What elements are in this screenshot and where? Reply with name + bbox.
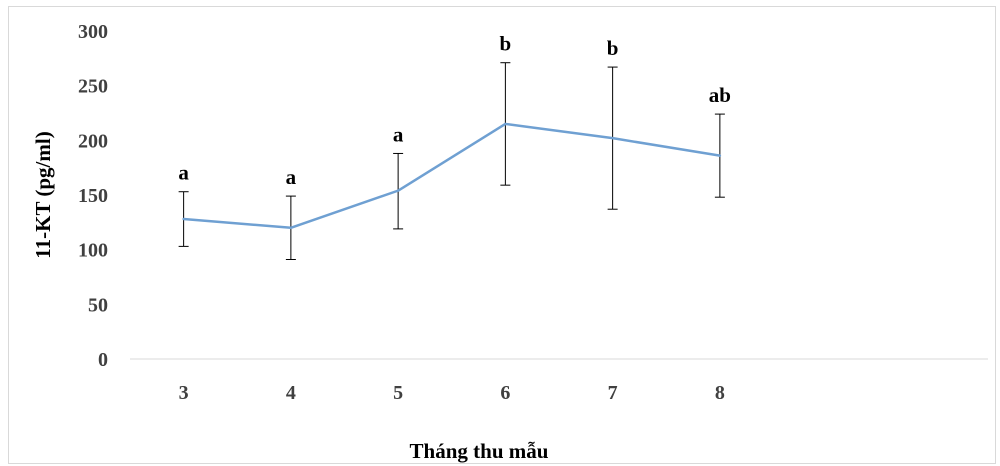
x-tick-labels: 3 4 5 6 7 8: [179, 382, 725, 404]
x-tick-label: 6: [500, 382, 510, 404]
significance-label: a: [393, 122, 404, 146]
x-tick-label: 3: [179, 382, 189, 404]
y-tick-label: 100: [78, 240, 108, 262]
x-tick-label: 8: [715, 382, 725, 404]
y-axis-title: 11-KT (pg/ml): [31, 131, 55, 258]
significance-label: ab: [709, 83, 731, 107]
significance-labels: a aab bab: [178, 32, 731, 189]
error-bars: [178, 62, 725, 261]
y-tick-labels: 0 50 100 150 200 250 300: [78, 21, 108, 371]
significance-label: a: [178, 161, 189, 185]
significance-label: b: [500, 32, 512, 56]
significance-label: a: [286, 165, 297, 189]
y-tick-label: 300: [78, 21, 108, 43]
y-tick-label: 250: [78, 76, 108, 98]
y-tick-label: 150: [78, 185, 108, 207]
y-tick-label: 200: [78, 130, 108, 152]
y-tick-label: 50: [88, 294, 108, 316]
x-axis-title: Tháng thu mẫu: [410, 439, 549, 463]
x-tick-label: 4: [286, 382, 296, 404]
series-lines: [182, 122, 722, 230]
x-tick-label: 5: [393, 382, 403, 404]
significance-label: b: [607, 36, 619, 60]
x-tick-label: 7: [608, 382, 618, 404]
series-line: [182, 122, 722, 230]
y-tick-label: 0: [98, 349, 108, 371]
chart-frame: [8, 6, 996, 464]
